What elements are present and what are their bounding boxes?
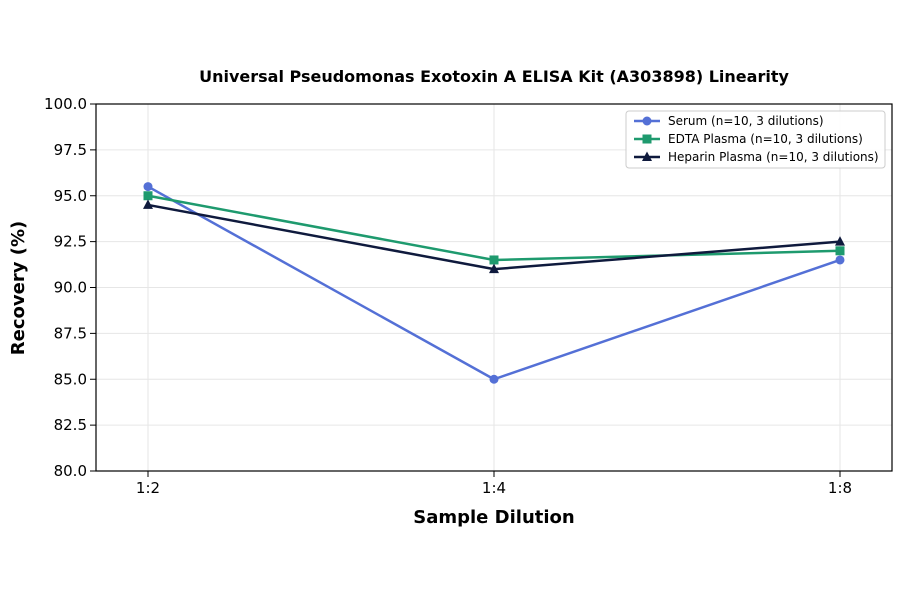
- y-tick-label: 100.0: [44, 95, 87, 113]
- y-tick-label: 92.5: [54, 233, 87, 251]
- legend: Serum (n=10, 3 dilutions) EDTA Plasma (n=…: [625, 110, 886, 169]
- y-axis-label: Recovery (%): [8, 221, 29, 355]
- data-point: [143, 182, 153, 192]
- series-1: [143, 182, 845, 384]
- data-point: [835, 246, 845, 256]
- data-point: [489, 374, 499, 384]
- y-tick-label: 95.0: [54, 187, 87, 205]
- data-point: [835, 255, 845, 265]
- x-tick-label: 1:8: [828, 479, 852, 497]
- y-tick-label: 85.0: [54, 370, 87, 388]
- legend-entry: Heparin Plasma (n=10, 3 dilutions): [634, 150, 879, 164]
- legend-entry: Serum (n=10, 3 dilutions): [634, 114, 824, 128]
- y-tick-label: 80.0: [54, 462, 87, 480]
- data-point: [642, 151, 652, 161]
- series-3: [143, 199, 845, 274]
- data-point: [489, 263, 499, 274]
- legend-label: Serum (n=10, 3 dilutions): [668, 114, 824, 128]
- data-point: [835, 236, 845, 246]
- series-2: [143, 191, 845, 265]
- legend-box: [625, 110, 886, 169]
- axes: 80.0 82.5 85.0 87.5 90.0 92.5 95.0 97.5 100.0 1:2…: [44, 95, 852, 497]
- data-point: [642, 116, 652, 126]
- legend-label: EDTA Plasma (n=10, 3 dilutions): [668, 132, 863, 146]
- y-tick-label: 90.0: [54, 279, 87, 297]
- x-tick-label: 1:4: [482, 479, 506, 497]
- data-point: [143, 199, 153, 209]
- y-tick-label: 97.5: [54, 141, 87, 159]
- y-tick-label: 87.5: [54, 324, 87, 342]
- legend-entry: EDTA Plasma (n=10, 3 dilutions): [634, 132, 863, 146]
- series-layer: [143, 182, 845, 384]
- x-tick-label: 1:2: [136, 479, 160, 497]
- legend-label: Heparin Plasma (n=10, 3 dilutions): [668, 150, 879, 164]
- data-point: [642, 134, 652, 144]
- chart-title: Universal Pseudomonas Exotoxin A ELISA K…: [199, 67, 789, 86]
- data-point: [489, 255, 499, 265]
- data-point: [143, 191, 153, 201]
- y-tick-label: 82.5: [54, 416, 87, 434]
- x-axis-label: Sample Dilution: [413, 507, 574, 528]
